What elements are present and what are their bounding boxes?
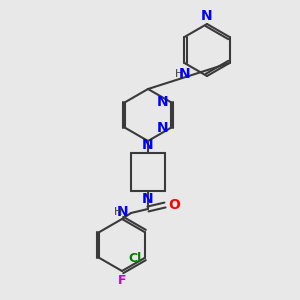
Text: H: H [114, 207, 122, 217]
Text: N: N [157, 95, 169, 109]
Text: Cl: Cl [128, 251, 142, 265]
Text: N: N [116, 205, 128, 219]
Text: N: N [179, 67, 190, 81]
Text: N: N [157, 121, 169, 135]
Text: H: H [175, 69, 183, 79]
Text: O: O [168, 198, 180, 212]
Text: N: N [142, 138, 154, 152]
Text: N: N [142, 192, 154, 206]
Text: N: N [201, 9, 213, 23]
Text: F: F [118, 274, 126, 287]
